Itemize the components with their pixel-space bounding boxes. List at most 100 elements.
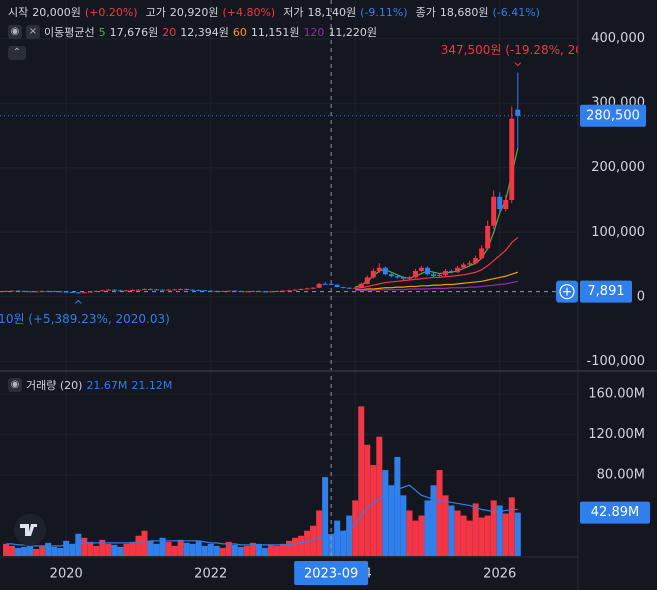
volume-bar — [249, 542, 256, 556]
candle-body — [142, 289, 147, 291]
volume-bar — [460, 515, 467, 556]
high-annotation: 347,500원 (-19.28%, 2026 — [441, 43, 598, 57]
candle-body — [256, 290, 262, 292]
volume-bar — [27, 544, 34, 556]
candle-body — [3, 290, 9, 292]
ma-value: 11,220원 — [328, 26, 378, 39]
volume-bar — [201, 545, 208, 556]
volume-bar — [340, 530, 347, 556]
candle-body — [184, 289, 190, 291]
volume-bar — [45, 542, 52, 556]
ohlc-change: (+0.20%) — [84, 5, 138, 19]
volume-bar — [496, 505, 503, 556]
ohlc-label: 종가 — [415, 6, 436, 19]
candle-body — [376, 267, 382, 271]
volume-bar — [153, 543, 160, 556]
volume-bar — [292, 537, 299, 556]
volume-bar — [358, 406, 365, 556]
volume-bar — [478, 517, 485, 556]
volume-bar — [63, 540, 70, 556]
ohlc-change: (+4.80%) — [222, 5, 276, 19]
candle-body — [244, 291, 250, 293]
candle-body — [45, 290, 51, 292]
x-tick-label: 2026 — [483, 567, 516, 582]
candle-body — [9, 290, 15, 292]
candle-body — [298, 289, 304, 291]
volume-bar — [129, 541, 136, 556]
candle-body — [226, 290, 232, 292]
candle-body — [268, 291, 274, 293]
ma-period: 120 — [303, 25, 325, 39]
candle-body — [105, 289, 111, 291]
candle-body — [81, 292, 87, 294]
volume-bar — [273, 545, 280, 556]
candle-body — [51, 291, 57, 293]
candle-body — [280, 290, 286, 292]
volume-bar — [171, 545, 178, 556]
volume-title: 거래량 (20) — [26, 379, 83, 392]
volume-last-box — [580, 501, 650, 524]
x-tick-label: 2022 — [194, 567, 227, 582]
candle-body — [196, 290, 202, 291]
volume-bar — [334, 520, 341, 556]
ohlc-legend: 시작 20,000원 (+0.20%) 고가 20,920원 (+4.80%) 저가 18,1… — [8, 4, 544, 20]
crosshair-plus-icon — [563, 287, 571, 296]
candle-body — [99, 290, 105, 292]
volume-bar — [430, 485, 437, 556]
volume-ma-line — [6, 484, 518, 547]
candle-body — [497, 196, 503, 210]
volume-bar — [99, 539, 106, 556]
candle-body — [473, 258, 479, 264]
candle-body — [135, 289, 141, 291]
volume-bar — [213, 545, 220, 556]
candle-body — [491, 196, 497, 226]
visibility-icon[interactable]: ◉ — [8, 378, 22, 392]
ma-line — [355, 280, 518, 291]
crosshair-price-label: 7,891 — [587, 284, 624, 299]
candle-body — [412, 270, 418, 278]
volume-bar — [195, 540, 202, 556]
volume-bar — [406, 510, 413, 556]
ma-title: 이동평균선 — [44, 26, 95, 39]
ohlc-value: 20,920원 — [169, 6, 219, 19]
volume-bar — [9, 545, 16, 556]
candle-body — [352, 287, 358, 289]
volume-bar — [418, 515, 425, 556]
volume-bar — [310, 525, 317, 556]
ma-value: 12,394원 — [180, 26, 229, 39]
y-tick-label: 400,000 — [591, 31, 645, 46]
volume-tick-label: 80.00M — [597, 468, 645, 483]
volume-bar — [81, 537, 88, 556]
ma-period: 20 — [162, 25, 177, 39]
close-icon[interactable]: × — [26, 25, 40, 39]
candle-body — [27, 291, 33, 293]
candle-body — [111, 289, 117, 291]
labels: 400,000300,000200,000100,0000-100,000160… — [50, 31, 650, 585]
ohlc-label: 시작 — [8, 6, 29, 19]
candle-body — [406, 277, 412, 279]
visibility-icon[interactable]: ◉ — [8, 25, 22, 39]
collapse-icon[interactable]: ⌃ — [8, 46, 26, 60]
candle-body — [39, 290, 45, 292]
volume-bar — [237, 546, 244, 556]
volume-bar — [502, 513, 509, 556]
volume-last-label: 42.89M — [591, 505, 639, 520]
ohlc-value: 20,000원 — [32, 6, 81, 19]
candle-body — [154, 289, 160, 291]
candle-body — [503, 200, 509, 210]
candle-body — [178, 289, 184, 291]
volume-bar — [304, 530, 311, 556]
ma-period: 5 — [98, 25, 106, 39]
last-price-box — [580, 104, 646, 127]
candle-body — [262, 291, 268, 293]
volume-bar — [219, 547, 226, 556]
logo-glyph — [20, 524, 37, 536]
candle-body — [424, 267, 430, 275]
volume-bar — [51, 546, 58, 556]
ma-line — [355, 148, 519, 288]
candle-body — [190, 289, 196, 291]
candle-body — [461, 264, 467, 268]
candle-body — [334, 284, 340, 288]
candle-body — [364, 277, 370, 284]
